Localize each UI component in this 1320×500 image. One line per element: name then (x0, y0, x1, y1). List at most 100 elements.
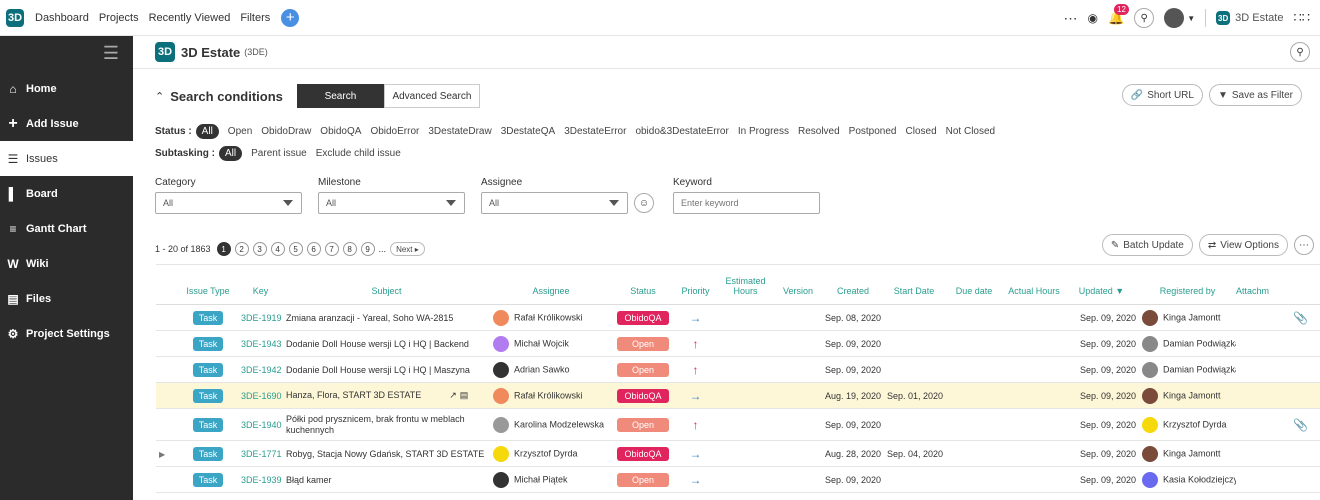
issue-key-link[interactable]: 3DE-1942 (241, 364, 282, 375)
status-cell[interactable]: ObidoQA (612, 440, 674, 467)
page-8[interactable]: 8 (342, 242, 357, 256)
key-cell[interactable]: 3DE-1942 (238, 356, 283, 383)
project-search-icon[interactable]: ⚲ (1290, 42, 1310, 62)
issue-key-link[interactable]: 3DE-1943 (241, 338, 282, 349)
table-row[interactable]: Task 3DE-1940 Półki pod prysznicem, brak f… (156, 408, 1320, 441)
status-option[interactable]: 3DestateDraw (428, 126, 492, 137)
issue-subject-link[interactable]: Zmiana aranzacji - Yareal, Soho WA-2815 (286, 312, 454, 323)
issue-key-link[interactable]: 3DE-1690 (241, 390, 282, 401)
milestone-select[interactable]: All (318, 192, 465, 214)
category-select[interactable]: All (155, 192, 302, 214)
issue-subject-link[interactable]: Błąd kamer (286, 474, 332, 485)
status-cell[interactable]: ObidoQA (612, 304, 674, 331)
subject-cell[interactable]: Robyg, Stacja Nowy Gdańsk, START 3D ESTA… (283, 440, 490, 467)
status-option-all[interactable]: All (195, 124, 219, 139)
col-attachment[interactable]: Attachm (1236, 264, 1320, 305)
sidebar-item-home[interactable]: ⌂ Home (0, 71, 133, 106)
col-status[interactable]: Status (612, 264, 674, 305)
sidebar-item-issues[interactable]: ☰ Issues (0, 141, 133, 176)
status-cell[interactable]: Open (612, 330, 674, 357)
col-start-date[interactable]: Start Date (884, 264, 944, 305)
issue-subject-link[interactable]: Hanza, Flora, START 3D ESTATE (286, 390, 422, 400)
collapse-icon[interactable]: ⌃ (155, 90, 165, 103)
page-9[interactable]: 9 (360, 242, 375, 256)
issue-key-link[interactable]: 3DE-1940 (241, 419, 282, 430)
assignee-select[interactable]: All (481, 192, 628, 214)
col-priority[interactable]: Priority (674, 264, 717, 305)
menu-icon[interactable]: ☰ (102, 43, 119, 63)
issue-key-link[interactable]: 3DE-1771 (241, 448, 282, 459)
nav-dashboard[interactable]: Dashboard (35, 11, 89, 24)
page-6[interactable]: 6 (306, 242, 321, 256)
expand-cell[interactable]: ▶ (156, 440, 178, 467)
table-row[interactable]: ▶ Task 3DE-1771 Robyg, Stacja Nowy Gdańsk, … (156, 440, 1320, 467)
status-option[interactable]: ObidoQA (320, 126, 362, 137)
page-3[interactable]: 3 (252, 242, 267, 256)
col-assignee[interactable]: Assignee (490, 264, 612, 305)
sidebar-item-gantt[interactable]: ≡ Gantt Chart (0, 211, 133, 246)
table-row[interactable]: Task 3DE-1939 Błąd kamer Michał Piątek Open →… (156, 466, 1320, 493)
add-icon[interactable]: + (281, 8, 300, 27)
project-switcher[interactable]: 3D 3D Estate (1216, 11, 1283, 25)
assign-myself-icon[interactable]: ☺ (634, 193, 654, 213)
status-cell[interactable]: Open (612, 466, 674, 493)
status-badge[interactable]: Open (617, 417, 669, 432)
project-title[interactable]: 3D Estate (181, 44, 241, 60)
key-cell[interactable]: 3DE-1939 (238, 466, 283, 493)
issue-key-link[interactable]: 3DE-1939 (241, 474, 282, 485)
apps-grid-icon[interactable]: ∷∷ (1293, 10, 1310, 25)
status-option[interactable]: 3DestateQA (500, 126, 556, 137)
status-option[interactable]: In Progress (737, 126, 789, 137)
col-registered-by[interactable]: Registered by (1139, 264, 1236, 305)
nav-filters[interactable]: Filters (240, 11, 271, 24)
key-cell[interactable]: 3DE-1690 (238, 382, 283, 409)
batch-update-button[interactable]: ✎ Batch Update (1101, 234, 1193, 256)
status-badge[interactable]: Open (617, 362, 669, 377)
status-cell[interactable]: Open (612, 408, 674, 441)
advanced-search-tab[interactable]: Advanced Search (383, 84, 480, 108)
expand-arrow-icon[interactable]: ▶ (159, 449, 166, 459)
search-icon[interactable]: ⚲ (1134, 8, 1155, 28)
subject-cell[interactable]: Zmiana aranzacji - Yareal, Soho WA-2815 (283, 304, 490, 331)
issue-subject-link[interactable]: Dodanie Doll House wersji LQ i HQ | Masz… (286, 364, 470, 375)
subtask-option-all[interactable]: All (219, 146, 243, 161)
table-row[interactable]: Task 3DE-1690 Hanza, Flora, START 3D ESTAT… (156, 382, 1320, 409)
more-icon[interactable]: ⋯ (1063, 9, 1078, 26)
col-subject[interactable]: Subject (283, 264, 490, 305)
short-url-button[interactable]: 🔗 Short URL (1121, 84, 1203, 106)
issue-subject-link[interactable]: Robyg, Stacja Nowy Gdańsk, START 3D ESTA… (286, 448, 485, 459)
table-row[interactable]: Task 3DE-1942 Dodanie Doll House wersji LQ… (156, 356, 1320, 383)
col-issue-type[interactable]: Issue Type (178, 264, 238, 305)
sidebar-item-files[interactable]: ▤ Files (0, 281, 133, 316)
more-options-icon[interactable]: ⋯ (1294, 235, 1314, 255)
subject-cell[interactable]: Dodanie Doll House wersji LQ i HQ | Masz… (283, 356, 490, 383)
col-updated[interactable]: Updated ▼ (1064, 264, 1139, 305)
subject-cell[interactable]: Błąd kamer (283, 466, 490, 493)
table-row[interactable]: Task 3DE-1919 Zmiana aranzacji - Yareal, S… (156, 304, 1320, 331)
issue-subject-link[interactable]: Półki pod prysznicem, brak frontu w mebl… (286, 413, 465, 435)
status-option[interactable]: 3DestateError (564, 126, 627, 137)
col-created[interactable]: Created (822, 264, 884, 305)
status-option[interactable]: obido&3DestateError (635, 126, 729, 137)
status-cell[interactable]: Open (612, 356, 674, 383)
nav-recently-viewed[interactable]: Recently Viewed (148, 11, 231, 24)
page-5[interactable]: 5 (288, 242, 303, 256)
col-key[interactable]: Key (238, 264, 283, 305)
status-badge[interactable]: ObidoQA (617, 388, 669, 403)
subject-cell[interactable]: Dodanie Doll House wersji LQ i HQ | Back… (283, 330, 490, 357)
col-due-date[interactable]: Due date (944, 264, 1004, 305)
subtask-option[interactable]: Parent issue (251, 148, 307, 159)
status-badge[interactable]: ObidoQA (617, 310, 669, 325)
watch-icon[interactable]: ◉ (1087, 11, 1099, 25)
page-1[interactable]: 1 (216, 242, 231, 256)
sidebar-item-board[interactable]: ▌ Board (0, 176, 133, 211)
status-option[interactable]: ObidoError (370, 126, 420, 137)
key-cell[interactable]: 3DE-1919 (238, 304, 283, 331)
app-logo[interactable]: 3D (6, 8, 24, 27)
subject-cell[interactable]: Półki pod prysznicem, brak frontu w mebl… (283, 408, 490, 441)
page-4[interactable]: 4 (270, 242, 285, 256)
key-cell[interactable]: 3DE-1943 (238, 330, 283, 357)
keyword-input[interactable] (673, 192, 820, 214)
key-cell[interactable]: 3DE-1940 (238, 408, 283, 441)
notes-icon[interactable]: ▤ (459, 390, 469, 400)
